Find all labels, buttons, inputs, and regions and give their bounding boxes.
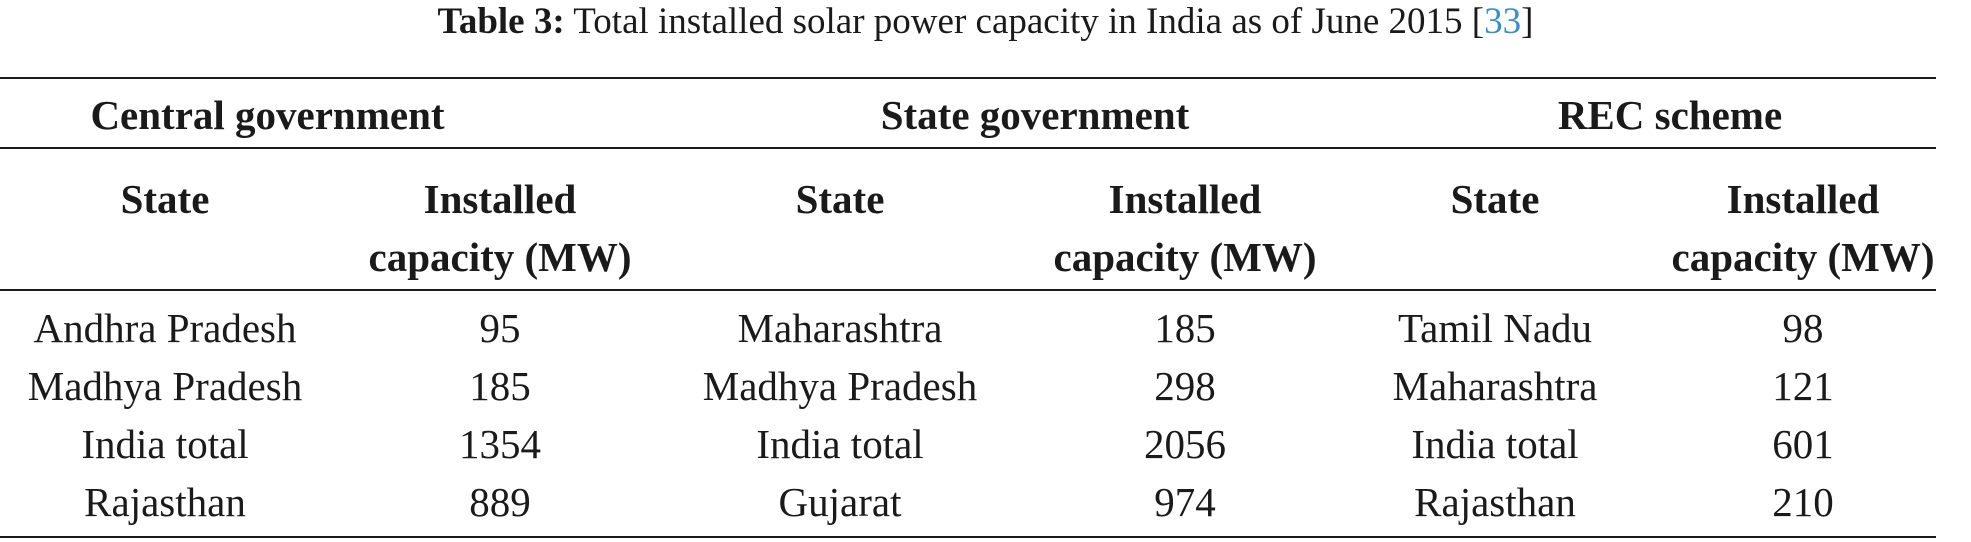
cell-capacity: 1354	[459, 421, 541, 467]
col-head-capacity-line2: capacity (MW)	[1671, 234, 1935, 280]
group-header-state: State government	[880, 92, 1190, 138]
col-head-state-state: State	[795, 176, 885, 222]
col-head-capacity-line2: capacity (MW)	[1053, 234, 1317, 280]
col-head-capacity-state: Installed capacity (MW)	[1015, 170, 1355, 286]
cell-state: India total	[756, 421, 924, 467]
col-head-capacity-line1: Installed	[1108, 176, 1262, 222]
col-head-capacity-line1: Installed	[423, 176, 577, 222]
cell-state: Madhya Pradesh	[702, 363, 978, 409]
cell-state: Maharashtra	[737, 305, 943, 351]
caption-close: ]	[1521, 1, 1534, 42]
table-top-rule	[0, 77, 1936, 79]
cell-capacity: 889	[469, 479, 531, 525]
col-head-capacity-central: Installed capacity (MW)	[330, 170, 670, 286]
cell-capacity: 121	[1772, 363, 1834, 409]
cell-state: Tamil Nadu	[1397, 305, 1593, 351]
cell-capacity: 210	[1772, 479, 1834, 525]
col-head-capacity-rec: Installed capacity (MW)	[1635, 170, 1971, 286]
cell-state: Andhra Pradesh	[33, 305, 297, 351]
group-header-rec: REC scheme	[1557, 92, 1783, 138]
cell-capacity: 601	[1772, 421, 1834, 467]
cell-capacity: 185	[469, 363, 531, 409]
cell-state: Rajasthan	[84, 479, 246, 525]
caption-text: Total installed solar power capacity in …	[564, 1, 1485, 42]
caption-label: Table 3:	[437, 1, 565, 42]
table-bottom-rule	[0, 536, 1936, 538]
cell-state: Gujarat	[778, 479, 902, 525]
citation-link[interactable]: 33	[1484, 1, 1522, 42]
header-bottom-rule	[0, 289, 1936, 291]
col-head-capacity-line1: Installed	[1726, 176, 1880, 222]
table-caption: Table 3: Total installed solar power cap…	[0, 0, 1971, 44]
cell-capacity: 185	[1154, 305, 1216, 351]
cell-capacity: 974	[1154, 479, 1216, 525]
cell-state: Rajasthan	[1414, 479, 1576, 525]
cell-capacity: 95	[479, 305, 521, 351]
cell-capacity: 298	[1154, 363, 1216, 409]
group-span-rule	[0, 147, 1936, 149]
group-header-central: Central government	[90, 92, 445, 138]
cell-state: India total	[81, 421, 249, 467]
cell-capacity: 2056	[1144, 421, 1226, 467]
col-head-state-rec: State	[1450, 176, 1540, 222]
cell-capacity: 98	[1782, 305, 1824, 351]
cell-state: India total	[1411, 421, 1579, 467]
cell-state: Maharashtra	[1392, 363, 1598, 409]
col-head-capacity-line2: capacity (MW)	[368, 234, 632, 280]
cell-state: Madhya Pradesh	[27, 363, 303, 409]
col-head-state-central: State	[120, 176, 210, 222]
